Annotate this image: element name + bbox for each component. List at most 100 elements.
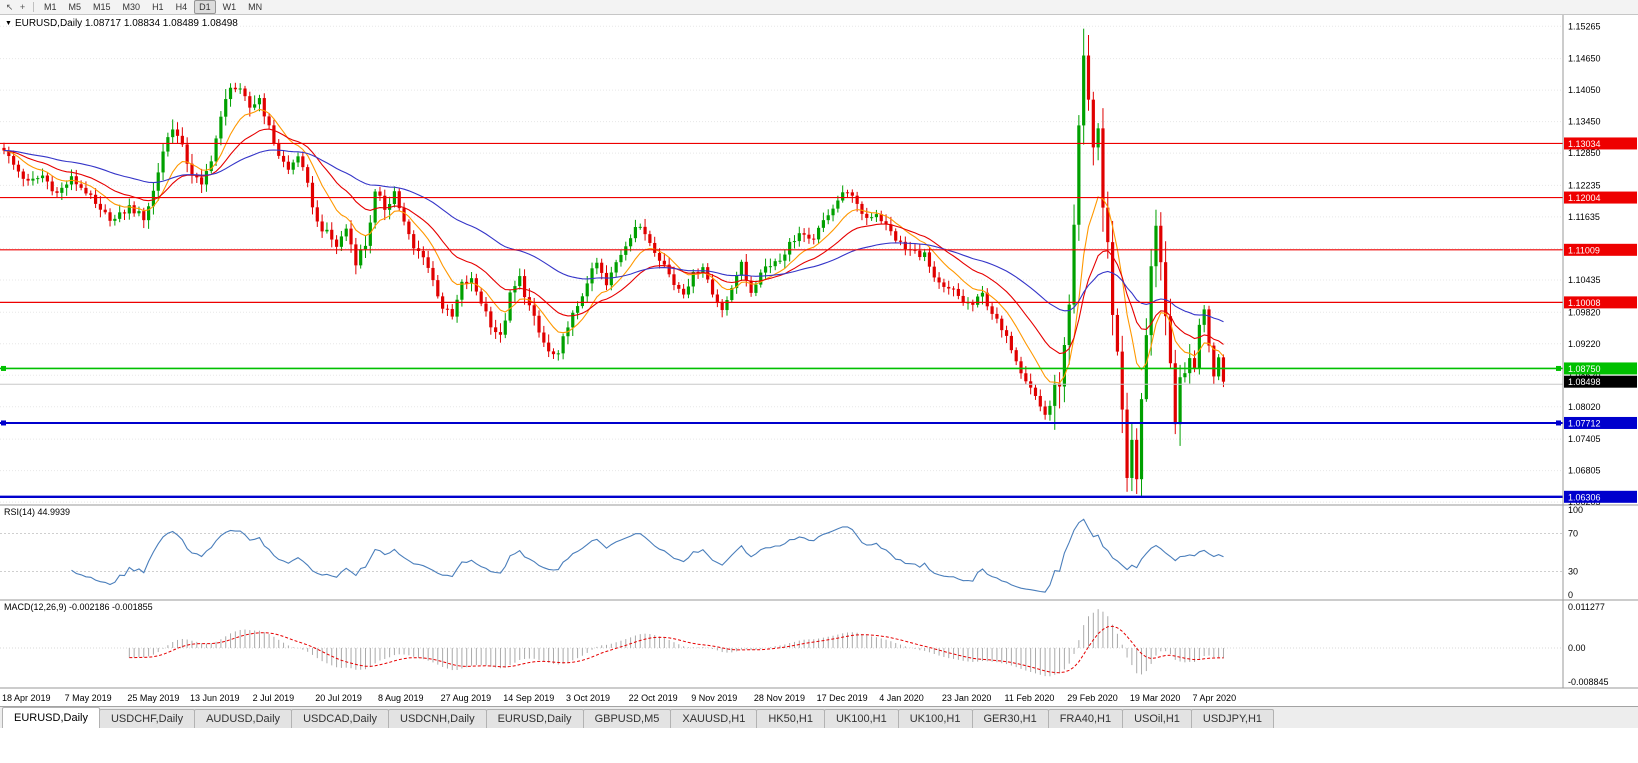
svg-text:0: 0 xyxy=(1568,590,1573,600)
chart-canvas[interactable]: 1.15265 1.14650 1.14050 1.13450 1.12850 1.122… xyxy=(0,15,1638,706)
svg-text:8 Aug 2019: 8 Aug 2019 xyxy=(378,693,424,703)
svg-text:100: 100 xyxy=(1568,505,1583,515)
crosshair-icon[interactable]: + xyxy=(19,2,26,12)
chart-tab-xauusd-h1[interactable]: XAUUSD,H1 xyxy=(670,709,758,728)
svg-text:7 Apr 2020: 7 Apr 2020 xyxy=(1193,693,1237,703)
chart-title: ▼ EURUSD,Daily 1.08717 1.08834 1.08489 1.… xyxy=(5,18,238,29)
svg-text:1.10435: 1.10435 xyxy=(1568,275,1601,285)
svg-text:1.08498: 1.08498 xyxy=(1568,377,1601,387)
svg-text:22 Oct 2019: 22 Oct 2019 xyxy=(629,693,678,703)
medium-ma xyxy=(3,128,1224,355)
svg-text:1.12004: 1.12004 xyxy=(1568,193,1601,203)
timeframe-h1-button[interactable]: H1 xyxy=(152,2,164,12)
timeframe-m15-button[interactable]: M15 xyxy=(93,2,111,12)
chart-tab-fra40-h1[interactable]: FRA40,H1 xyxy=(1047,709,1124,728)
chart-tabbar: EURUSD,Daily USDCHF,Daily AUDUSD,Daily USDC… xyxy=(0,706,1638,728)
svg-text:1.13450: 1.13450 xyxy=(1568,117,1601,127)
rsi-layer xyxy=(0,518,1563,593)
chart-tab-ger30-h1[interactable]: GER30,H1 xyxy=(971,709,1049,728)
svg-text:30: 30 xyxy=(1568,567,1578,577)
svg-text:18 Apr 2019: 18 Apr 2019 xyxy=(2,693,51,703)
svg-text:1.12850: 1.12850 xyxy=(1568,148,1601,158)
svg-text:25 May 2019: 25 May 2019 xyxy=(127,693,179,703)
chart-tab-audusd-daily[interactable]: AUDUSD,Daily xyxy=(194,709,293,728)
chart-tab-gbpusd-m5[interactable]: GBPUSD,M5 xyxy=(582,709,672,728)
svg-text:1.11635: 1.11635 xyxy=(1568,212,1600,222)
svg-text:13 Jun 2019: 13 Jun 2019 xyxy=(190,693,240,703)
svg-text:1.08020: 1.08020 xyxy=(1568,402,1601,412)
toolbar-separator xyxy=(33,2,34,12)
chart-area: 1.15265 1.14650 1.14050 1.13450 1.12850 1.122… xyxy=(0,15,1638,706)
timeframe-w1-button[interactable]: W1 xyxy=(222,2,237,12)
candles-layer xyxy=(2,28,1226,498)
svg-text:23 Jan 2020: 23 Jan 2020 xyxy=(942,693,992,703)
frame-layer xyxy=(0,15,1638,689)
svg-text:9 Nov 2019: 9 Nov 2019 xyxy=(691,693,737,703)
chart-tab-eurusd-daily[interactable]: EURUSD,Daily xyxy=(2,707,100,728)
macd-layer xyxy=(0,609,1563,677)
svg-text:1.08620: 1.08620 xyxy=(1568,370,1601,380)
svg-text:11 Feb 2020: 11 Feb 2020 xyxy=(1005,693,1055,703)
timeframe-m5-button[interactable]: M5 xyxy=(68,2,82,12)
svg-text:1.09220: 1.09220 xyxy=(1568,339,1601,349)
svg-text:14 Sep 2019: 14 Sep 2019 xyxy=(503,693,554,703)
svg-text:-0.008845: -0.008845 xyxy=(1568,677,1609,687)
chart-tab-usdcad-daily[interactable]: USDCAD,Daily xyxy=(291,709,390,728)
price-scale[interactable]: 1.15265 1.14650 1.14050 1.13450 1.12850 1.122… xyxy=(1564,21,1637,687)
svg-text:1.14650: 1.14650 xyxy=(1568,54,1601,64)
svg-text:1.13034: 1.13034 xyxy=(1568,139,1601,149)
macd-indicator-label: MACD(12,26,9) -0.002186 -0.001855 xyxy=(4,602,153,612)
chart-tab-usdcnh-daily[interactable]: USDCNH,Daily xyxy=(388,709,487,728)
timeframe-toolbar: ↖ + M1 M5 M15 M30 H1 H4 D1 W1 MN xyxy=(0,0,1638,15)
svg-text:17 Dec 2019: 17 Dec 2019 xyxy=(817,693,868,703)
svg-text:70: 70 xyxy=(1568,529,1578,539)
chart-tab-uk100-h1[interactable]: UK100,H1 xyxy=(897,709,973,728)
hline-layer xyxy=(0,142,1563,499)
svg-text:19 Mar 2020: 19 Mar 2020 xyxy=(1130,693,1181,703)
svg-text:1.09820: 1.09820 xyxy=(1568,307,1601,317)
chart-ohlc-text: EURUSD,Daily 1.08717 1.08834 1.08489 1.0… xyxy=(14,18,238,29)
svg-text:7 May 2019: 7 May 2019 xyxy=(65,693,112,703)
chart-tab-eurusd-daily[interactable]: EURUSD,Daily xyxy=(485,709,584,728)
fast-ma xyxy=(3,108,1224,384)
svg-text:1.06805: 1.06805 xyxy=(1568,466,1601,476)
timeframe-d1-button[interactable]: D1 xyxy=(194,0,216,14)
time-scale[interactable]: 18 Apr 2019 7 May 2019 25 May 2019 13 Jun 2… xyxy=(2,693,1236,703)
chart-tab-usdjpy-h1[interactable]: USDJPY,H1 xyxy=(1190,709,1275,728)
svg-text:1.12235: 1.12235 xyxy=(1568,180,1601,190)
timeframe-mn-button[interactable]: MN xyxy=(248,2,263,12)
timeframe-m30-button[interactable]: M30 xyxy=(122,2,141,12)
chart-tab-uk100-h1[interactable]: UK100,H1 xyxy=(823,709,899,728)
collapse-icon[interactable]: ▼ xyxy=(5,20,12,27)
svg-text:0.00: 0.00 xyxy=(1568,643,1586,653)
timeframe-m1-button[interactable]: M1 xyxy=(44,2,57,12)
chart-tab-hk50-h1[interactable]: HK50,H1 xyxy=(756,709,825,728)
timeframe-buttons-group: M1 M5 M15 M30 H1 H4 D1 W1 MN xyxy=(38,0,268,14)
chart-tab-usdchf-daily[interactable]: USDCHF,Daily xyxy=(98,709,196,728)
timeframe-h4-button[interactable]: H4 xyxy=(175,2,188,12)
chart-tab-usoil-h1[interactable]: USOil,H1 xyxy=(1122,709,1192,728)
svg-text:1.10008: 1.10008 xyxy=(1568,298,1601,308)
svg-text:28 Nov 2019: 28 Nov 2019 xyxy=(754,693,805,703)
svg-text:20 Jul 2019: 20 Jul 2019 xyxy=(315,693,362,703)
svg-text:1.15265: 1.15265 xyxy=(1568,21,1601,31)
moving-averages-layer xyxy=(3,108,1224,384)
svg-text:1.07712: 1.07712 xyxy=(1568,418,1601,428)
rsi-line xyxy=(71,518,1224,593)
svg-text:29 Feb 2020: 29 Feb 2020 xyxy=(1067,693,1118,703)
svg-text:3 Oct 2019: 3 Oct 2019 xyxy=(566,693,610,703)
svg-text:1.08750: 1.08750 xyxy=(1568,364,1601,374)
svg-text:1.14050: 1.14050 xyxy=(1568,85,1601,95)
rsi-indicator-label: RSI(14) 44.9939 xyxy=(4,507,71,517)
svg-text:1.11009: 1.11009 xyxy=(1568,245,1600,255)
svg-text:4 Jan 2020: 4 Jan 2020 xyxy=(879,693,924,703)
svg-text:1.07405: 1.07405 xyxy=(1568,434,1601,444)
svg-text:2 Jul 2019: 2 Jul 2019 xyxy=(253,693,295,703)
grid-layer xyxy=(0,25,1563,503)
slow-ma xyxy=(3,149,1224,323)
cursor-icon[interactable]: ↖ xyxy=(5,1,14,12)
svg-text:1.06306: 1.06306 xyxy=(1568,492,1601,502)
svg-text:27 Aug 2019: 27 Aug 2019 xyxy=(441,693,492,703)
svg-text:0.011277: 0.011277 xyxy=(1568,602,1605,612)
